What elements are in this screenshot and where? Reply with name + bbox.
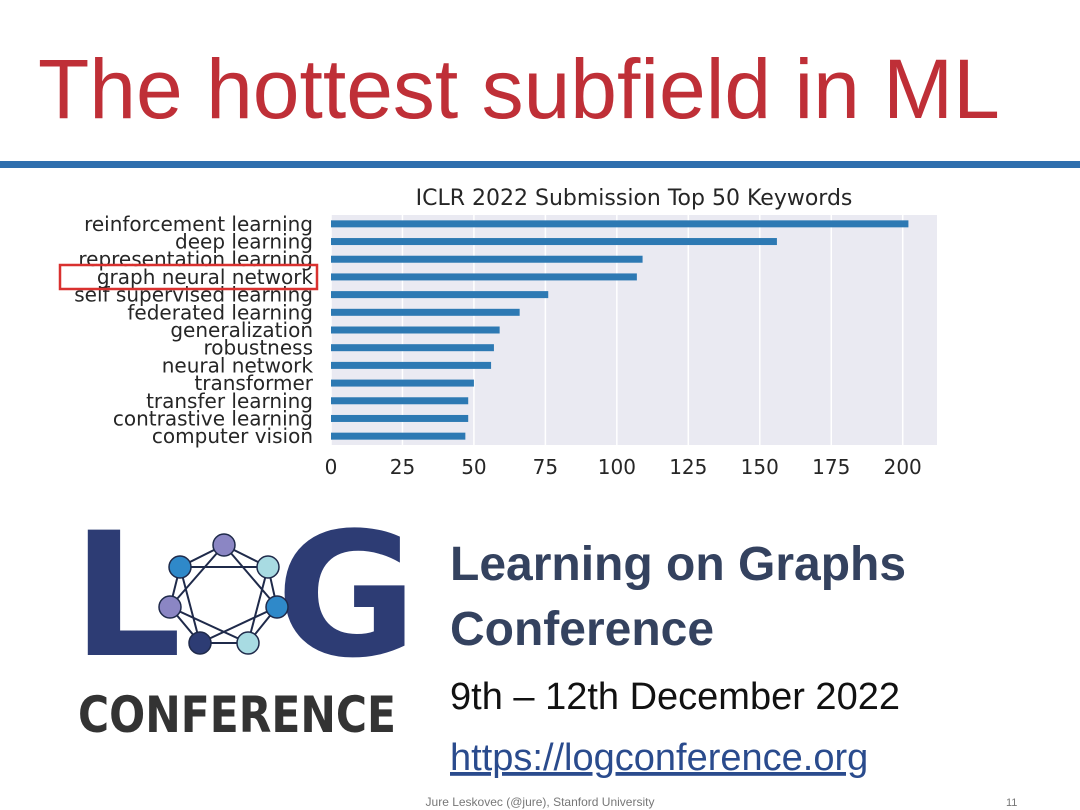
bar xyxy=(331,379,474,387)
y-tick-label: generalization xyxy=(170,318,313,342)
logo-letter: L xyxy=(72,495,182,696)
bar xyxy=(331,255,643,263)
x-tick-label: 25 xyxy=(390,455,415,479)
page-number: 11 xyxy=(1006,797,1017,809)
conference-name: Learning on Graphs xyxy=(450,538,906,591)
slide-title: The hottest subfield in ML xyxy=(38,42,1000,136)
y-tick-label: representation learning xyxy=(78,247,313,271)
title-rule xyxy=(0,161,1080,168)
x-tick-label: 200 xyxy=(884,455,922,479)
bar xyxy=(331,238,777,246)
logo: L G CONFERENCE xyxy=(72,495,417,744)
y-tick-label: transformer xyxy=(194,371,313,395)
bar xyxy=(331,361,492,369)
y-tick-label: federated learning xyxy=(127,300,313,324)
logo-nodes xyxy=(158,533,289,655)
x-tick-label: 75 xyxy=(533,455,558,479)
y-tick-label: neural network xyxy=(162,353,314,377)
y-tick-label: transfer learning xyxy=(146,389,313,413)
x-tick-label: 100 xyxy=(598,455,636,479)
bar xyxy=(331,220,909,228)
chart: ICLR 2022 Submission Top 50 Keywords 0 25… xyxy=(74,186,937,479)
x-tick-label: 150 xyxy=(741,455,779,479)
highlight-box xyxy=(58,263,319,291)
conference-link[interactable]: https://logconference.org xyxy=(450,737,868,779)
bar xyxy=(331,432,466,440)
x-tick-label: 50 xyxy=(461,455,486,479)
logo-caption: CONFERENCE xyxy=(78,686,396,744)
x-tick-label: 175 xyxy=(812,455,850,479)
bar xyxy=(331,308,520,316)
y-tick-label: contrastive learning xyxy=(113,406,313,430)
bar xyxy=(331,397,469,405)
bar xyxy=(331,414,469,422)
conference-name: Conference xyxy=(450,603,714,656)
bar xyxy=(331,273,637,281)
y-tick-label: robustness xyxy=(204,336,313,360)
y-tick-label: deep learning xyxy=(175,230,313,254)
logo-letter: G xyxy=(276,495,417,696)
x-tick-label: 125 xyxy=(669,455,707,479)
y-tick-label: computer vision xyxy=(152,424,313,448)
y-tick-label: self supervised learning xyxy=(74,283,313,307)
chart-title: ICLR 2022 Submission Top 50 Keywords xyxy=(416,186,853,211)
footer-author: Jure Leskovec (@jure), Stanford Universi… xyxy=(426,795,655,809)
x-tick-label: 0 xyxy=(325,455,338,479)
bar xyxy=(331,326,500,334)
y-tick-label: reinforcement learning xyxy=(84,212,313,236)
y-tick-label: graph neural network xyxy=(97,265,314,289)
conference-dates: 9th – 12th December 2022 xyxy=(450,676,900,718)
bar xyxy=(331,291,549,299)
bar xyxy=(331,344,494,352)
